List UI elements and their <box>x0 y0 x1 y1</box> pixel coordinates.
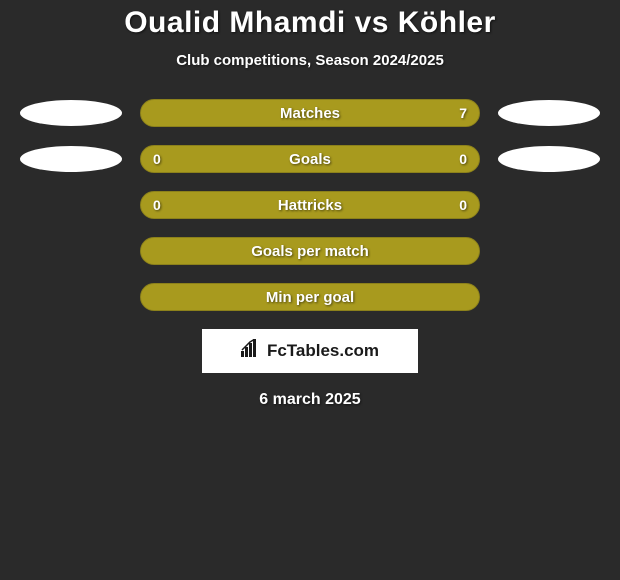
stat-label: Goals per match <box>141 243 479 260</box>
page-title: Oualid Mhamdi vs Köhler <box>0 6 620 40</box>
stat-bar: 0Goals0 <box>140 145 480 173</box>
stat-label: Goals <box>141 151 479 168</box>
stat-rows: Matches70Goals00Hattricks0Goals per matc… <box>0 99 620 311</box>
stat-value-left: 0 <box>153 151 163 167</box>
stat-bar: Goals per match <box>140 237 480 265</box>
logo-text: FcTables.com <box>267 341 379 361</box>
player-left-marker <box>20 146 122 172</box>
stat-value-right: 0 <box>457 151 467 167</box>
stat-row: Goals per match <box>0 237 620 265</box>
stat-bar: Matches7 <box>140 99 480 127</box>
stat-bar: 0Hattricks0 <box>140 191 480 219</box>
stat-row: Min per goal <box>0 283 620 311</box>
stat-label: Hattricks <box>141 197 479 214</box>
subtitle: Club competitions, Season 2024/2025 <box>0 52 620 69</box>
player-right-marker <box>498 100 600 126</box>
bar-chart-icon <box>241 339 263 364</box>
comparison-infographic: Oualid Mhamdi vs Köhler Club competition… <box>0 0 620 409</box>
logo-box: FcTables.com <box>202 329 418 373</box>
stat-value-right: 0 <box>457 197 467 213</box>
player-left-marker <box>20 100 122 126</box>
stat-row: Matches7 <box>0 99 620 127</box>
stat-row: 0Hattricks0 <box>0 191 620 219</box>
stat-row: 0Goals0 <box>0 145 620 173</box>
stat-label: Matches <box>141 105 479 122</box>
stat-value-right: 7 <box>457 105 467 121</box>
player-right-marker <box>498 146 600 172</box>
stat-bar: Min per goal <box>140 283 480 311</box>
stat-value-left: 0 <box>153 197 163 213</box>
stat-label: Min per goal <box>141 289 479 306</box>
date-label: 6 march 2025 <box>0 391 620 409</box>
